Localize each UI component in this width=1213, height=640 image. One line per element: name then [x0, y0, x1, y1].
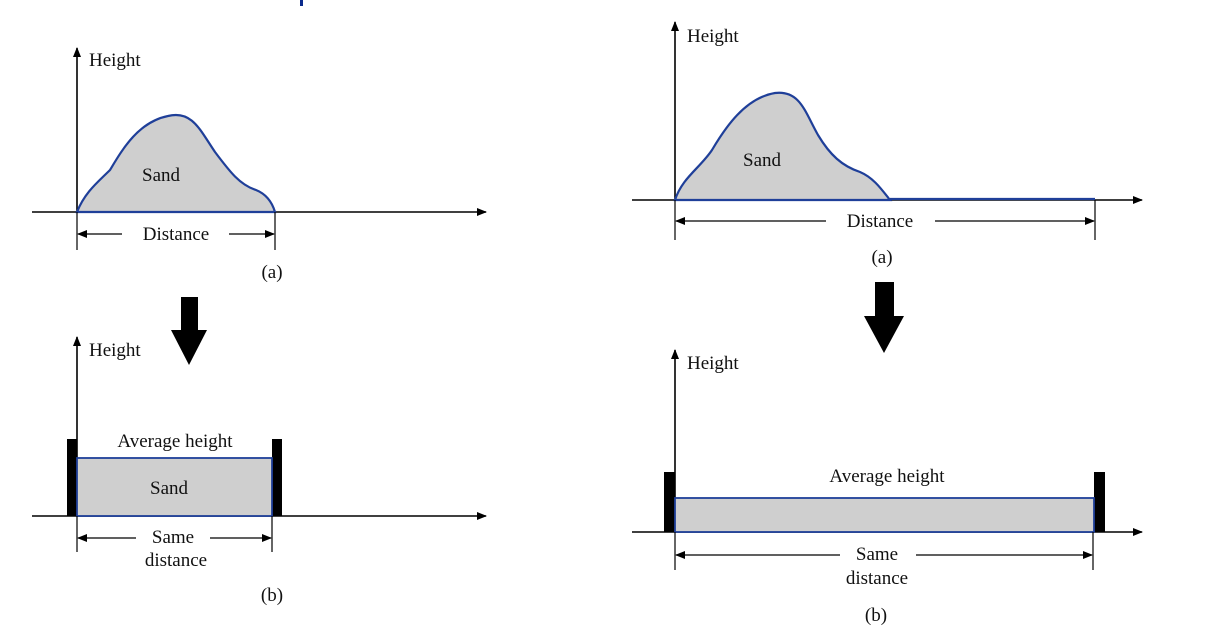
left-figure: Height Sand Distance (a) Height Average … — [32, 47, 487, 606]
left-bottom-dim-label-line1: Same — [152, 527, 194, 548]
left-sand-label: Sand — [142, 165, 181, 186]
right-top-caption: (a) — [871, 247, 892, 268]
left-bottom-wall-right — [272, 439, 282, 516]
right-top-dim-label: Distance — [847, 211, 913, 232]
right-figure: Height Sand Distance (a) Height Average … — [632, 21, 1143, 626]
left-down-arrow-icon — [171, 297, 207, 365]
left-top-y-label: Height — [89, 50, 141, 71]
right-bottom-panel: Height Average height Same distance (b) — [632, 349, 1143, 626]
right-bottom-dim-label-line1: Same — [856, 544, 898, 565]
left-bottom-wall-left — [67, 439, 77, 516]
right-bottom-y-label: Height — [687, 353, 739, 374]
right-sand-mound — [673, 91, 893, 202]
right-bottom-wall-left — [664, 472, 675, 532]
left-top-panel: Height Sand Distance (a) — [32, 47, 487, 283]
right-top-panel: Height Sand Distance (a) — [632, 21, 1143, 268]
left-bottom-dim-label-line2: distance — [145, 550, 207, 571]
top-accent-mark — [300, 0, 303, 6]
left-top-caption: (a) — [261, 262, 282, 283]
right-bottom-wall-right — [1094, 472, 1105, 532]
left-sand-mound — [75, 113, 277, 214]
right-average-height-label: Average height — [829, 466, 945, 487]
left-sand-rectangle — [76, 457, 273, 517]
left-bottom-caption: (b) — [261, 585, 283, 606]
left-bottom-sand-label: Sand — [150, 478, 189, 499]
right-bottom-dim-label-line2: distance — [846, 568, 908, 589]
left-average-height-label: Average height — [117, 431, 233, 452]
left-top-dim-label: Distance — [143, 224, 209, 245]
right-sand-rectangle — [674, 497, 1095, 533]
right-down-arrow-icon — [864, 282, 904, 353]
left-bottom-panel: Height Average height Sand Same distance… — [32, 336, 487, 606]
left-bottom-y-label: Height — [89, 340, 141, 361]
right-sand-label: Sand — [743, 150, 782, 171]
right-bottom-caption: (b) — [865, 605, 887, 626]
right-top-y-label: Height — [687, 26, 739, 47]
